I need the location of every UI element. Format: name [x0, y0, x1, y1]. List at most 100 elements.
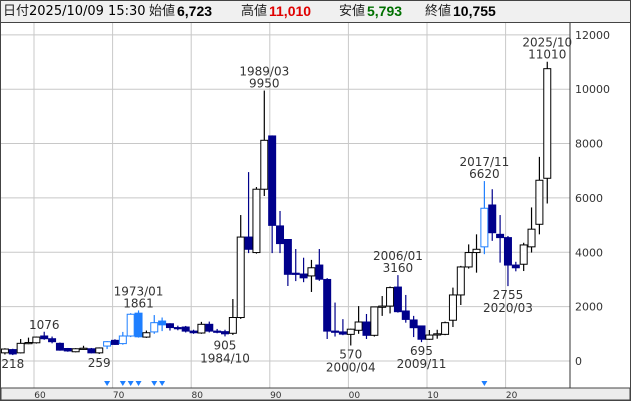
candle-body — [511, 264, 520, 269]
annotation-date: 1984/10 — [200, 351, 250, 365]
candle-body — [158, 320, 167, 326]
annotation-date: 1973/01 — [114, 284, 164, 298]
candle-body — [244, 236, 253, 250]
x-tick-label: 70 — [113, 391, 125, 400]
close-label: 終値 — [425, 4, 452, 19]
candle-body — [205, 323, 214, 332]
candle-body — [503, 237, 512, 266]
candle-body — [393, 286, 402, 313]
candle-body — [150, 322, 159, 333]
y-tick-label: 12000 — [575, 29, 610, 42]
open-label: 始値 — [149, 4, 176, 19]
y-tick-label: 2000 — [575, 301, 603, 314]
candle-body — [32, 336, 41, 344]
candle-body — [299, 273, 308, 279]
candle-body — [448, 294, 457, 321]
candle-body — [307, 267, 316, 277]
candle-body — [362, 321, 371, 336]
candle-body — [197, 323, 206, 334]
candle-body — [331, 330, 340, 333]
candle-body — [1, 348, 9, 354]
candle-body — [543, 68, 552, 179]
annotation-date: 2017/11 — [459, 155, 509, 169]
annotation-value: 6620 — [469, 167, 500, 181]
candle-body — [401, 310, 410, 320]
candle-body — [236, 236, 245, 319]
adjustment-marker-icon — [104, 381, 111, 386]
y-tick-label: 8000 — [575, 138, 603, 151]
x-tick-label: 00 — [349, 391, 361, 400]
axes: 0 2000 4000 6000 8000 10000 12000 60 70 80 90 00 10 2… — [1, 29, 630, 400]
candle-body — [40, 335, 49, 340]
candle-body — [71, 348, 80, 353]
candle-body — [134, 312, 143, 338]
candle-body — [441, 322, 450, 335]
candle-body — [488, 204, 497, 234]
candle-body — [433, 333, 442, 336]
candle-body — [535, 179, 544, 225]
candle-body — [370, 306, 379, 336]
adjustment-marker-icon — [159, 381, 166, 386]
candle-body — [220, 331, 229, 335]
annotation-date: 2006/01 — [373, 249, 423, 263]
candle-body — [48, 338, 57, 343]
candle-body — [95, 347, 104, 354]
candle-body — [276, 225, 285, 245]
open-value: 6,723 — [177, 3, 213, 19]
x-tick-label: 60 — [34, 391, 46, 400]
adjustment-marker-icon — [151, 381, 158, 386]
annotation-value: 2755 — [493, 288, 524, 302]
close-value: 10,755 — [453, 3, 496, 19]
grid — [1, 23, 571, 388]
candle-body — [228, 317, 237, 334]
adjustment-marker-icon — [135, 381, 142, 386]
candle-body — [480, 207, 489, 248]
candle-body — [378, 305, 387, 308]
candle-body — [425, 334, 434, 340]
candle-body — [268, 135, 277, 226]
candle-body — [315, 264, 324, 280]
annotation-value: 259 — [88, 356, 111, 370]
candle-body — [16, 342, 25, 354]
candle-body — [189, 330, 198, 334]
candle-body — [63, 347, 72, 352]
annotation-date: 2020/03 — [483, 301, 533, 315]
candle-body — [118, 335, 127, 345]
x-tick-label: 20 — [506, 391, 518, 400]
annotation-value: 9950 — [249, 77, 280, 91]
annotation-value: 11010 — [528, 48, 566, 62]
annotation-value: 218 — [1, 357, 24, 371]
annotation-date: 1989/03 — [239, 65, 289, 79]
annotation-date: 2000/04 — [326, 361, 376, 375]
annotation-value: 1076 — [29, 318, 60, 332]
candle-body — [283, 239, 292, 275]
candle-body — [165, 323, 174, 329]
ohlc-header: 日付 2025/10/09 15:30 始値 6,723 高値 11,010 安… — [1, 1, 630, 23]
candle-body — [409, 319, 418, 329]
candle-body — [110, 339, 119, 345]
candle-body — [126, 313, 135, 337]
low-value: 5,793 — [367, 3, 403, 19]
candle-body — [527, 228, 536, 248]
annotation-value: 570 — [339, 348, 362, 362]
candle-body — [354, 321, 363, 331]
candle-body — [79, 347, 88, 350]
candle-body — [181, 326, 190, 332]
candle-body — [24, 342, 33, 345]
high-label: 高値 — [241, 4, 268, 19]
candle-body — [386, 287, 395, 307]
candle-body — [142, 332, 151, 338]
annotation-date: 2009/11 — [397, 357, 447, 371]
low-label: 安値 — [339, 4, 366, 19]
annotation-value: 3160 — [383, 261, 414, 275]
x-tick-label: 90 — [270, 391, 282, 400]
annotation-value: 905 — [214, 338, 237, 352]
x-tick-label: 80 — [191, 391, 203, 400]
candle-body — [519, 244, 528, 265]
candle-body — [87, 348, 96, 354]
candle-body — [291, 272, 300, 275]
y-tick-label: 4000 — [575, 246, 603, 259]
